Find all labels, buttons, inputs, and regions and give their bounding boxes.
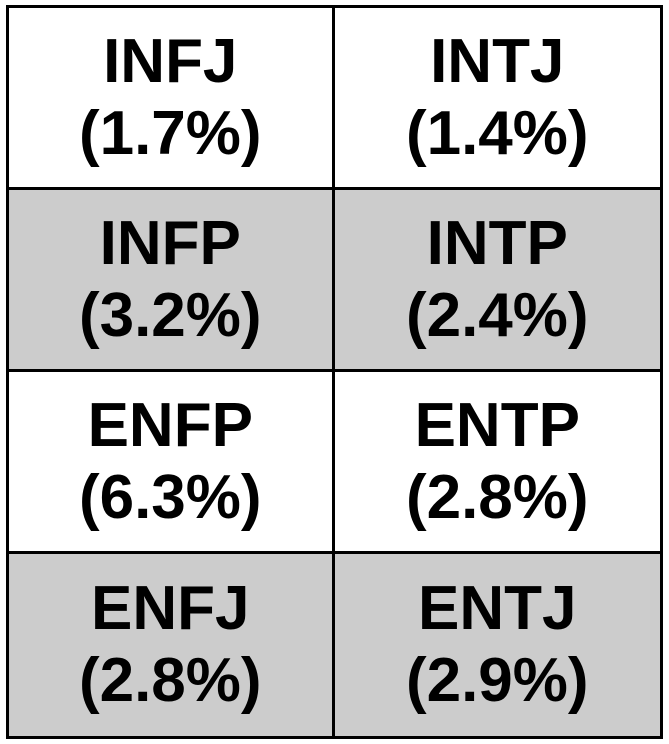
cell-infj: INFJ (1.7%): [9, 8, 335, 190]
type-percentage: (1.4%): [405, 98, 589, 168]
type-code: INFP: [99, 208, 241, 278]
cell-entp: ENTP (2.8%): [334, 372, 660, 554]
cell-intp: INTP (2.4%): [334, 190, 660, 372]
cell-infp: INFP (3.2%): [9, 190, 335, 372]
cell-enfj: ENFJ (2.8%): [9, 554, 335, 736]
type-code: ENTP: [414, 390, 580, 460]
type-percentage: (2.8%): [78, 646, 262, 715]
type-percentage: (6.3%): [78, 462, 262, 532]
type-percentage: (2.9%): [405, 646, 589, 715]
type-code: ENTJ: [418, 574, 577, 643]
type-code: INFJ: [103, 26, 238, 96]
type-code: INTJ: [430, 26, 565, 96]
type-percentage: (2.4%): [405, 280, 589, 350]
type-code: ENFJ: [91, 574, 250, 643]
cell-enfp: ENFP (6.3%): [9, 372, 335, 554]
personality-type-grid: INFJ (1.7%) INTJ (1.4%) INFP (3.2%) INTP…: [6, 5, 663, 739]
type-percentage: (1.7%): [78, 98, 262, 168]
cell-entj: ENTJ (2.9%): [334, 554, 660, 736]
type-percentage: (2.8%): [405, 462, 589, 532]
cell-intj: INTJ (1.4%): [334, 8, 660, 190]
type-percentage: (3.2%): [78, 280, 262, 350]
type-code: INTP: [426, 208, 568, 278]
type-code: ENFP: [87, 390, 253, 460]
